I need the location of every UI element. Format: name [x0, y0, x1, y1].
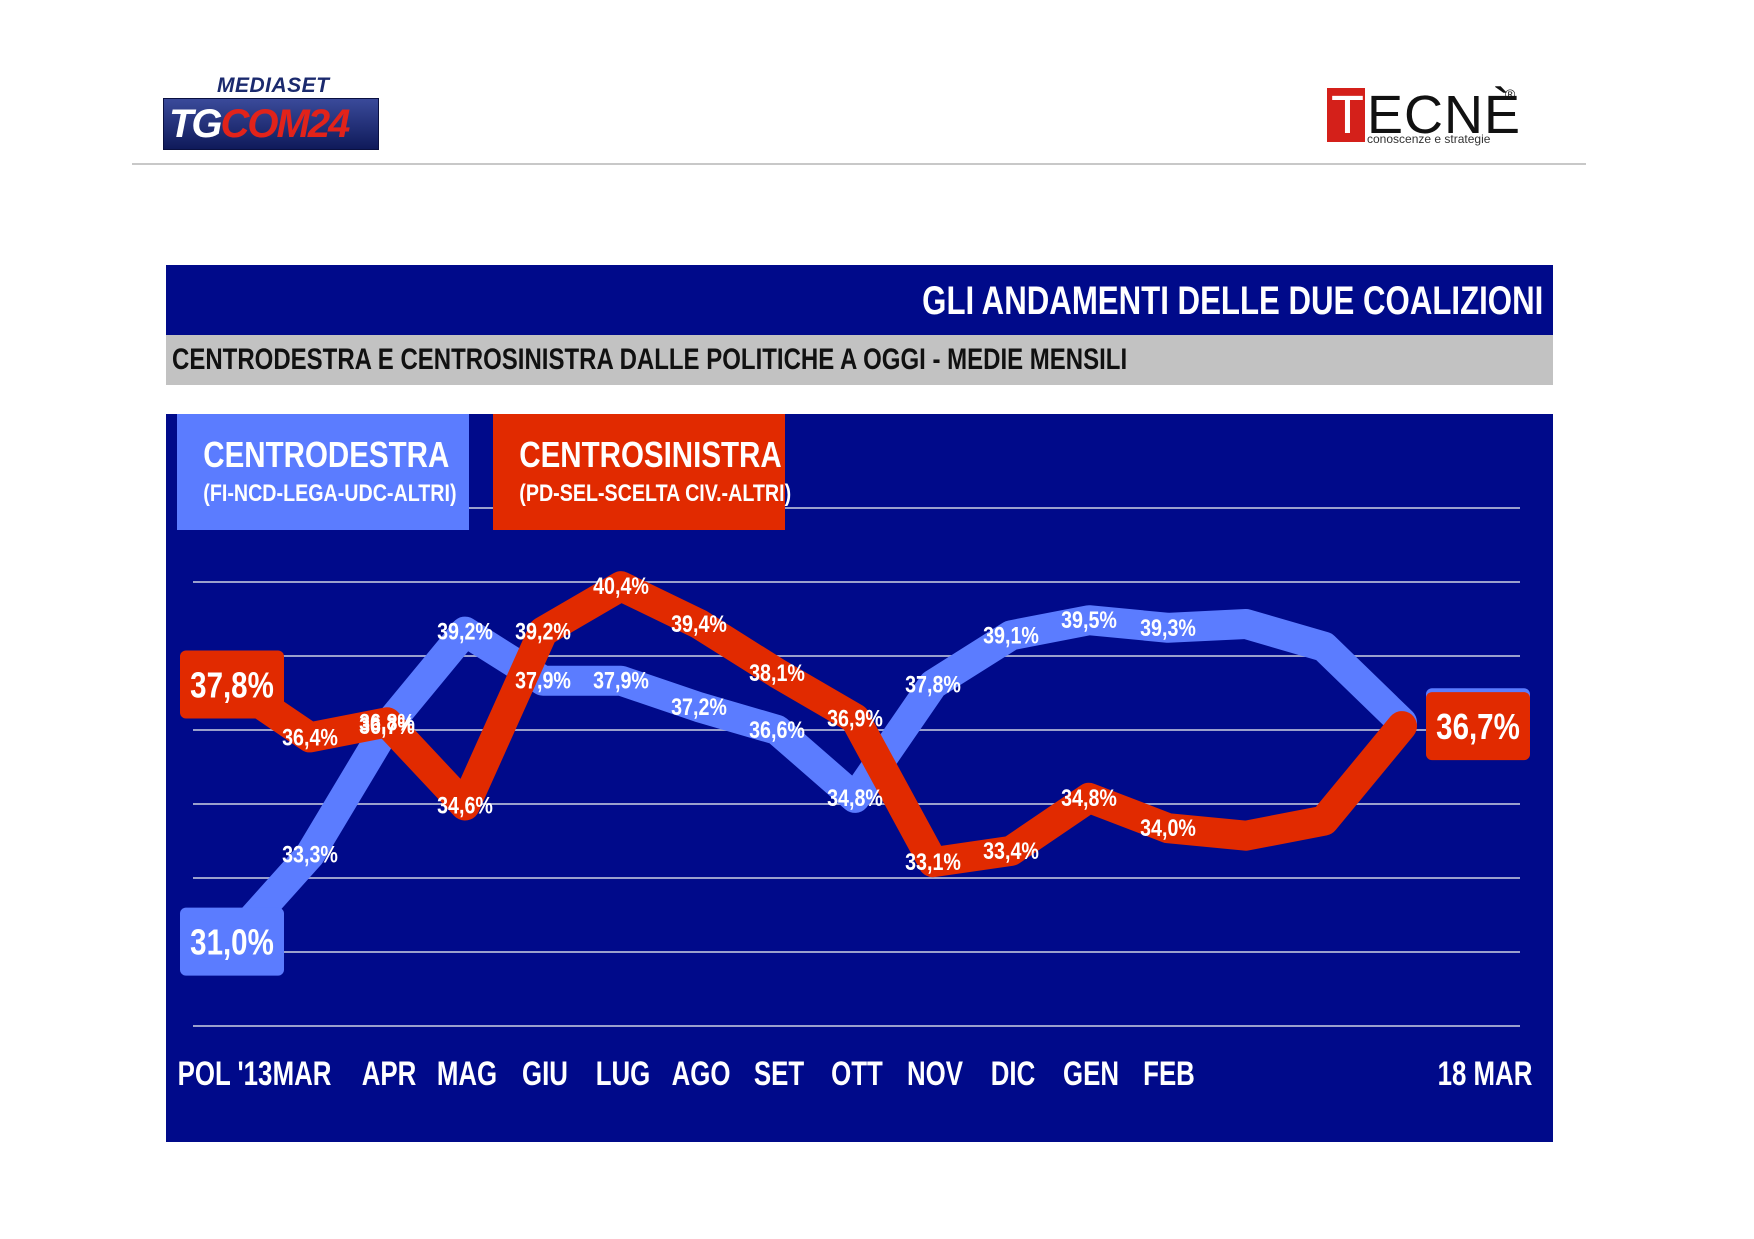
data-label: 34,6% — [437, 792, 493, 819]
legend-centrodestra-name: CENTRODESTRA — [203, 434, 450, 475]
x-tick-label: GIU — [522, 1056, 568, 1093]
mediaset-tgcom24-logo: MEDIASET TGCOM24 — [163, 74, 379, 154]
legend-centrosinistra: CENTROSINISTRA (PD-SEL-SCELTA CIV.-ALTRI… — [493, 414, 792, 530]
data-label: 39,3% — [1140, 614, 1196, 641]
data-label: 31,0% — [190, 922, 274, 962]
legend-centrodestra: CENTRODESTRA (FI-NCD-LEGA-UDC-ALTRI) — [177, 414, 469, 530]
series-line-centrosinistra — [217, 571, 1417, 878]
data-label: 34,8% — [827, 784, 883, 811]
data-label: 34,8% — [1061, 784, 1117, 811]
data-label: 38,1% — [749, 659, 805, 686]
x-tick-label: NOV — [907, 1056, 963, 1093]
logo-mediaset-text: MEDIASET — [217, 74, 330, 97]
data-label: 36,4% — [282, 724, 338, 751]
data-label: 36,9% — [827, 705, 883, 732]
data-label: 39,4% — [671, 610, 727, 637]
data-label: 37,8% — [905, 671, 961, 698]
x-tick-label: AGO — [672, 1056, 731, 1093]
subtitle-bar: CENTRODESTRA E CENTROSINISTRA DALLE POLI… — [166, 335, 1553, 385]
data-label: 33,4% — [983, 837, 1039, 864]
tecne-logo-registered: ® — [1505, 86, 1516, 102]
data-label: 37,2% — [671, 693, 727, 720]
x-tick-label: MAR — [273, 1056, 332, 1093]
data-label: 39,5% — [1061, 606, 1117, 633]
x-tick-label: APR — [362, 1056, 417, 1093]
x-tick-label: GEN — [1063, 1056, 1119, 1093]
data-label: 34,0% — [1140, 814, 1196, 841]
end-label-box — [180, 907, 284, 976]
x-tick-label: LUG — [596, 1056, 651, 1093]
x-tick-label: OTT — [831, 1056, 883, 1093]
tecne-logo-tagline: conoscenze e strategie — [1367, 132, 1491, 146]
legend-centrodestra-detail: (FI-NCD-LEGA-UDC-ALTRI) — [203, 480, 457, 507]
data-label: 37,9% — [593, 667, 649, 694]
data-label: 36,7% — [359, 712, 415, 739]
legend-centrosinistra-detail: (PD-SEL-SCELTA CIV.-ALTRI) — [519, 480, 792, 507]
data-label: 33,1% — [905, 848, 961, 875]
chart-subtitle: CENTRODESTRA E CENTROSINISTRA DALLE POLI… — [172, 343, 1128, 376]
series-line-centrodestra — [217, 605, 1417, 957]
legend-centrosinistra-name: CENTROSINISTRA — [519, 434, 782, 475]
data-label: 39,2% — [515, 618, 571, 645]
x-tick-label: POL '13 — [178, 1056, 273, 1093]
data-label: 36,7% — [1436, 706, 1520, 746]
title-bar: GLI ANDAMENTI DELLE DUE COALIZIONI — [166, 265, 1553, 335]
tecne-logo-rest: ECNÈ — [1367, 85, 1522, 145]
data-label: 33,3% — [282, 841, 338, 868]
chart-title: GLI ANDAMENTI DELLE DUE COALIZIONI — [921, 279, 1543, 323]
logo-tgcom-text: TGCOM24 — [169, 102, 350, 146]
end-label-box — [1426, 692, 1530, 761]
tecne-logo-t: T — [1331, 85, 1364, 145]
logo-box — [163, 98, 379, 150]
tecne-logo-box — [1327, 88, 1365, 142]
data-label: 40,4% — [593, 572, 649, 599]
x-tick-label: SET — [754, 1056, 805, 1093]
data-label: 36,6% — [749, 716, 805, 743]
data-label: 36,8% — [359, 708, 415, 735]
x-tick-label: MAG — [437, 1056, 497, 1093]
x-tick-label: 18 MAR — [1438, 1056, 1533, 1093]
x-tick-label: DIC — [991, 1056, 1035, 1093]
data-label: 39,2% — [437, 618, 493, 645]
data-label: 37,8% — [190, 665, 274, 705]
tecne-logo: T ECNÈ ® conoscenze e strategie — [1327, 86, 1527, 148]
data-label: 37,9% — [515, 667, 571, 694]
x-tick-label: FEB — [1143, 1056, 1195, 1093]
end-label-box — [180, 650, 284, 719]
header-divider — [132, 163, 1586, 165]
data-label: 39,1% — [983, 621, 1039, 648]
